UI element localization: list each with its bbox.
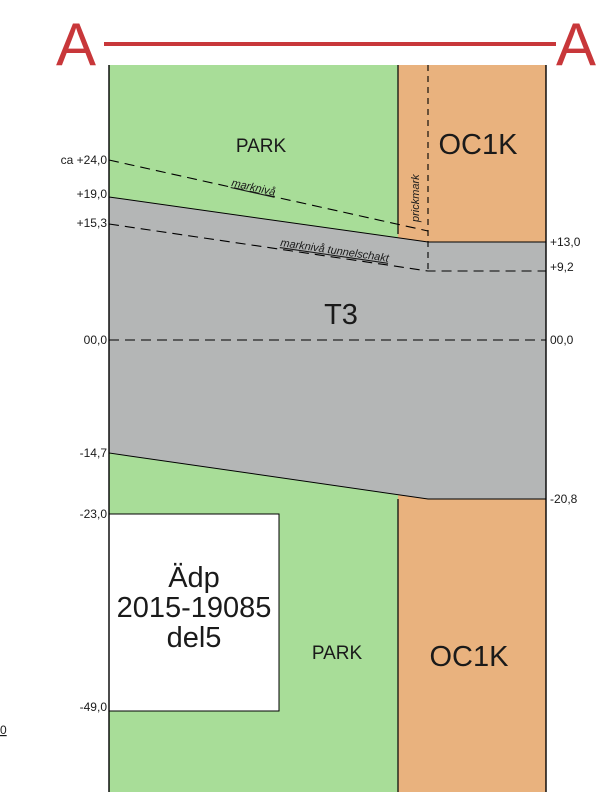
adp-label-line3: del5	[167, 622, 222, 654]
oc1k-label-lower: OC1K	[430, 641, 510, 673]
level-left-ca24: ca +24,0	[61, 153, 108, 167]
level-left-zero: 00,0	[84, 333, 108, 347]
level-right-zero: 00,0	[550, 333, 574, 347]
level-right-92: +9,2	[550, 260, 574, 274]
level-left-19: +19,0	[77, 187, 108, 201]
oc1k-label-upper: OC1K	[439, 129, 519, 161]
edge-fragment-label: 0	[0, 723, 7, 737]
tunnel-shaft-dashed	[108, 223, 546, 272]
adp-label-line2: 2015-19085	[117, 592, 272, 624]
level-left-m147: -14,7	[80, 446, 108, 460]
ground-level-dashed	[108, 159, 429, 232]
level-right-13: +13,0	[550, 235, 581, 249]
level-left-m49: -49,0	[80, 700, 108, 714]
section-marker-right: A	[556, 11, 596, 78]
prickmark-annotation: prickmark	[410, 174, 422, 223]
level-left-15: +15,3	[77, 216, 108, 230]
park-label-lower: PARK	[312, 643, 363, 664]
level-right-m208: -20,8	[550, 492, 578, 506]
adp-label-line1: Ädp	[168, 562, 220, 594]
park-label-upper: PARK	[236, 136, 287, 157]
t3-tunnel-zone	[108, 196, 547, 500]
section-marker-left: A	[56, 11, 96, 78]
t3-label: T3	[324, 299, 358, 331]
level-left-m23: -23,0	[80, 507, 108, 521]
adp-box	[108, 513, 280, 712]
